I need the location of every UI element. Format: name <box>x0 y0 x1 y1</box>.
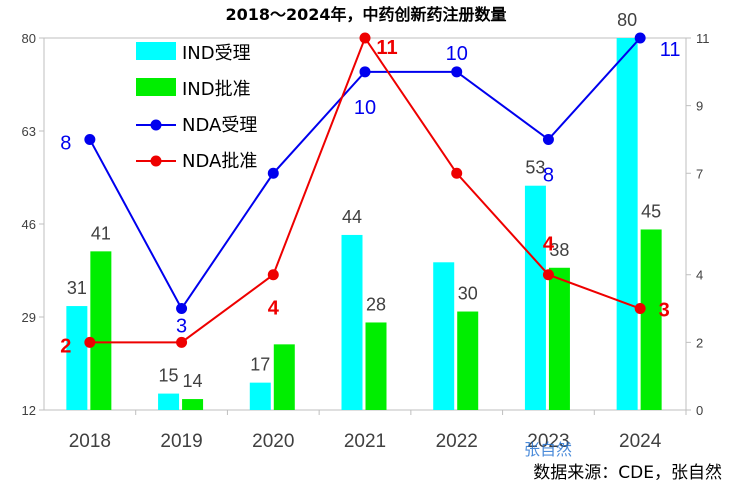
bar-ind-approved <box>90 251 112 410</box>
bar-ind-approved <box>182 399 204 410</box>
bar-ind-accepted <box>616 38 638 410</box>
watermark: 张自然 <box>524 440 572 459</box>
bars <box>66 38 662 410</box>
bar-ind-accepted <box>524 185 546 410</box>
legend-label: IND批准 <box>182 79 251 100</box>
legend-label: NDA受理 <box>182 115 257 136</box>
point-nda-accepted <box>84 133 96 145</box>
y-right-tick-label: 2 <box>696 335 703 350</box>
bar-ind-approved <box>457 311 479 410</box>
nda-accepted-label: 10 <box>446 43 468 65</box>
lines <box>84 32 646 348</box>
bar-data-label: 15 <box>159 366 179 386</box>
nda-approved-label: 4 <box>543 234 555 256</box>
bar-ind-approved <box>640 229 662 410</box>
x-tick-label: 2021 <box>344 431 386 452</box>
bar-data-label: 45 <box>641 201 661 221</box>
point-nda-approved <box>267 269 279 281</box>
bar-data-label: 53 <box>525 158 545 178</box>
nda-approved-label: 4 <box>268 298 280 320</box>
bar-ind-approved <box>548 267 570 410</box>
legend-label: NDA批准 <box>182 151 257 172</box>
x-tick-label: 2018 <box>69 431 111 452</box>
legend: IND受理 IND批准 NDA受理 NDA批准 <box>136 42 257 172</box>
nda-approved-label: 11 <box>376 37 397 59</box>
point-nda-accepted <box>634 32 646 44</box>
legend-label: IND受理 <box>182 43 251 64</box>
nda-accepted-label: 8 <box>60 132 71 154</box>
bar-ind-approved <box>365 322 387 410</box>
bar-data-label: 44 <box>342 207 362 227</box>
x-tick-label: 2019 <box>160 431 202 452</box>
y-left-tick-label: 46 <box>22 217 36 232</box>
legend-swatch <box>136 78 176 96</box>
x-tick-label: 2024 <box>619 431 662 452</box>
legend-marker <box>150 119 162 131</box>
bar-ind-approved <box>273 344 295 410</box>
bar-data-label: 31 <box>67 278 87 298</box>
y-right-tick-label: 11 <box>696 31 710 46</box>
y-right-tick-label: 9 <box>696 99 703 114</box>
bar-data-label: 17 <box>250 355 270 375</box>
bar-ind-accepted <box>158 393 180 410</box>
x-tick-label: 2022 <box>436 431 478 452</box>
y-left-tick-label: 80 <box>22 31 36 46</box>
x-tick-label: 2023 <box>527 431 569 452</box>
bar-ind-accepted <box>433 262 455 410</box>
x-tick-label: 2020 <box>252 431 294 452</box>
y-right-tick-label: 7 <box>696 166 703 181</box>
source-note: 数据来源：CDE，张自然 <box>533 463 722 483</box>
point-nda-accepted <box>176 303 188 315</box>
y-left-tick-label: 29 <box>22 310 36 325</box>
bar-data-label: 30 <box>458 284 478 304</box>
nda-accepted-label: 10 <box>354 97 376 119</box>
point-nda-approved <box>84 336 96 348</box>
y-left-tick-label: 63 <box>22 124 36 139</box>
bar-data-label: 28 <box>366 294 386 314</box>
bar-data-label: 14 <box>183 371 203 391</box>
bar-ind-accepted <box>66 306 88 410</box>
point-nda-approved <box>451 167 463 179</box>
legend-marker <box>150 155 162 167</box>
point-nda-accepted <box>359 66 371 78</box>
nda-approved-label: 3 <box>659 300 670 322</box>
point-nda-approved <box>359 32 371 44</box>
bar-data-label: 80 <box>617 10 637 30</box>
axes: 12 29 46 63 80 0 2 4 7 9 11 2018 2019 2020 2021 2022 202… <box>22 31 710 452</box>
point-nda-approved <box>634 303 646 315</box>
nda-accepted-label: 3 <box>176 316 187 338</box>
legend-swatch <box>136 42 176 60</box>
point-nda-accepted <box>542 133 554 145</box>
bar-ind-accepted <box>249 382 271 410</box>
bar-data-label: 38 <box>549 240 569 260</box>
point-nda-approved <box>176 336 188 348</box>
nda-approved-label: 2 <box>60 335 71 357</box>
point-nda-accepted <box>451 66 463 78</box>
y-right-tick-label: 0 <box>696 403 703 418</box>
bar-ind-accepted <box>341 234 363 410</box>
point-nda-approved <box>542 269 554 281</box>
y-left-tick-label: 12 <box>22 403 36 418</box>
bar-data-label: 41 <box>91 223 111 243</box>
nda-accepted-label: 8 <box>543 164 554 186</box>
y-right-tick-label: 4 <box>696 268 703 283</box>
nda-accepted-label: 11 <box>660 39 681 61</box>
chart-title: 2018～2024年，中药创新药注册数量 <box>225 5 506 24</box>
point-nda-accepted <box>267 167 279 179</box>
